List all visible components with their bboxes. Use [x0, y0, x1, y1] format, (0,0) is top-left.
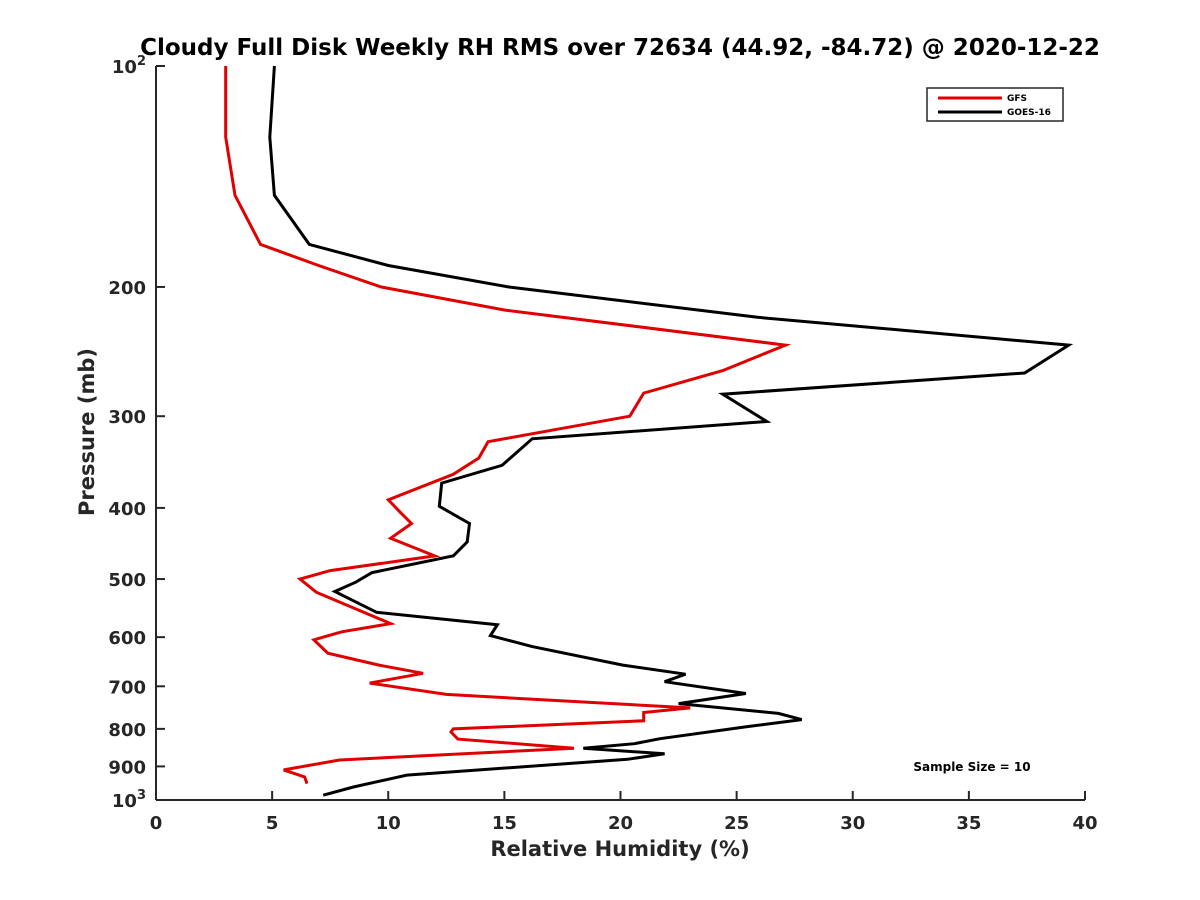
- x-tick-label-10: 10: [376, 813, 401, 834]
- x-tick-label-25: 25: [724, 813, 749, 834]
- y-tick-label-800: 800: [108, 720, 146, 741]
- y-tick-label-500: 500: [108, 570, 146, 591]
- chart-title: Cloudy Full Disk Weekly RH RMS over 7263…: [140, 35, 1100, 61]
- y-tick-label-700: 700: [108, 677, 146, 698]
- x-tick-label-5: 5: [266, 813, 279, 834]
- x-axis-label: Relative Humidity (%): [490, 837, 749, 861]
- x-tick-label-15: 15: [492, 813, 517, 834]
- x-tick-label-40: 40: [1072, 813, 1097, 834]
- legend: GFS GOES-16: [926, 87, 1064, 122]
- legend-label-goes-16: GOES-16: [1007, 108, 1051, 118]
- x-tick-label-0: 0: [150, 813, 163, 834]
- x-tick-label-20: 20: [608, 813, 633, 834]
- y-tick-label-600: 600: [108, 628, 146, 649]
- y-tick-label-900: 900: [108, 757, 146, 778]
- y-tick-label-300: 300: [108, 407, 146, 428]
- axes: 0 5 10 15 20 25 30 35 40 102 200 300 400 500 600 700 800…: [108, 54, 1097, 834]
- series-line-gfs: [224, 66, 792, 785]
- sample-size-annotation: Sample Size = 10: [913, 760, 1030, 774]
- legend-label-gfs: GFS: [1007, 94, 1027, 104]
- y-tick-label-1000: 103: [112, 788, 146, 812]
- y-tick-label-400: 400: [108, 499, 146, 520]
- series-line-goes-16: [268, 65, 1074, 797]
- y-axis-label: Pressure (mb): [75, 348, 99, 516]
- x-tick-label-30: 30: [840, 813, 865, 834]
- legend-box: [926, 87, 1064, 122]
- series-layer: [224, 65, 1074, 797]
- y-tick-label-100: 102: [112, 54, 146, 78]
- x-tick-label-35: 35: [956, 813, 981, 834]
- y-tick-label-200: 200: [108, 278, 146, 299]
